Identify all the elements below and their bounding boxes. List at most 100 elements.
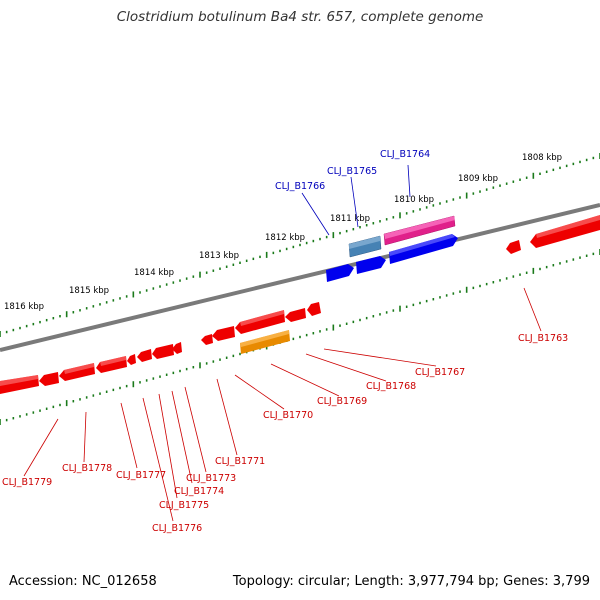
outer-tick <box>565 164 568 168</box>
label-CLJ_B1771[interactable]: CLJ_B1771 <box>215 456 265 467</box>
inner-tick <box>92 394 95 397</box>
label-CLJ_B1769[interactable]: CLJ_B1769 <box>317 396 367 407</box>
label-CLJ_B1775[interactable]: CLJ_B1775 <box>159 500 209 511</box>
gene-blue-2[interactable] <box>356 256 386 274</box>
label-CLJ_B1777[interactable]: CLJ_B1777 <box>116 470 166 481</box>
inner-tick <box>59 403 61 407</box>
outer-tick <box>212 269 215 272</box>
inner-tick <box>25 413 28 416</box>
inner-tick <box>85 396 88 399</box>
inner-tick <box>239 352 241 356</box>
genome-title: Clostridium botulinum Ba4 str. 657, comp… <box>116 9 484 25</box>
gene-red-d[interactable] <box>285 308 306 322</box>
label-CLJ_B1765[interactable]: CLJ_B1765 <box>327 166 377 177</box>
outer-tick <box>205 271 208 274</box>
inner-tick <box>152 377 155 380</box>
label-CLJ_B1776[interactable]: CLJ_B1776 <box>152 523 202 534</box>
inner-tick <box>552 264 555 267</box>
label-CLJ_B1773[interactable]: CLJ_B1773 <box>186 473 236 484</box>
inner-tick <box>579 256 581 259</box>
outer-tick <box>292 245 295 249</box>
outer-tick <box>299 243 301 247</box>
inner-tick <box>585 254 588 257</box>
inner-tick <box>312 332 315 335</box>
kbp-label-1811: 1811 kbp <box>330 214 370 224</box>
outer-tick <box>259 255 261 259</box>
inner-tick <box>332 324 335 331</box>
inner-tick <box>525 271 528 274</box>
outer-tick <box>219 267 221 270</box>
outer-tick <box>545 170 548 174</box>
gene-red-b[interactable] <box>506 240 521 254</box>
label-CLJ_B1768[interactable]: CLJ_B1768 <box>366 381 416 392</box>
outer-tick <box>12 328 15 332</box>
gene-red-g[interactable] <box>201 334 213 345</box>
inner-tick <box>339 324 341 327</box>
outer-tick <box>505 182 508 185</box>
label-CLJ_B1774[interactable]: CLJ_B1774 <box>174 486 224 497</box>
inner-tick <box>119 386 121 390</box>
inner-tick <box>305 333 308 337</box>
outer-tick <box>185 277 188 280</box>
label-CLJ_B1764[interactable]: CLJ_B1764 <box>380 149 430 160</box>
outer-tick <box>359 226 361 229</box>
label-CLJ_B1763[interactable]: CLJ_B1763 <box>518 333 568 344</box>
outer-tick <box>199 271 201 278</box>
inner-tick <box>39 409 41 412</box>
inner-tick <box>72 400 75 403</box>
outer-tick <box>192 275 195 278</box>
gene-red-k[interactable] <box>127 354 136 365</box>
inner-tick <box>532 267 535 274</box>
inner-tick <box>385 311 388 314</box>
gene-red-h[interactable] <box>172 342 182 354</box>
outer-tick <box>79 309 81 312</box>
blue-genes <box>326 234 458 282</box>
inner-tick <box>99 392 101 395</box>
inner-tick <box>359 318 361 322</box>
gene-blue-3[interactable] <box>389 234 458 264</box>
gene-red-i[interactable] <box>152 344 174 359</box>
inner-tick <box>32 411 35 414</box>
gene-red-n[interactable] <box>39 372 59 386</box>
inner-tick <box>412 303 415 307</box>
outer-tick <box>165 283 168 286</box>
label-CLJ_B1767[interactable]: CLJ_B1767 <box>415 367 465 378</box>
inner-tick <box>212 360 215 363</box>
inner-tick <box>292 337 295 341</box>
gene-red-c[interactable] <box>307 302 321 316</box>
inner-tick <box>352 320 355 324</box>
inner-tick <box>45 407 48 410</box>
outer-tick <box>72 311 75 314</box>
label-CLJ_B1766[interactable]: CLJ_B1766 <box>275 181 325 192</box>
outer-tick-track <box>0 153 600 337</box>
inner-tick <box>125 384 128 388</box>
inner-tick <box>105 390 108 393</box>
outer-tick <box>572 162 575 166</box>
inner-tick <box>79 398 81 401</box>
inner-tick <box>219 358 221 361</box>
kbp-label-1813: 1813 kbp <box>199 251 239 261</box>
inner-tick <box>565 260 568 263</box>
outer-tick <box>579 160 581 164</box>
outer-tick <box>145 289 148 292</box>
label-CLJ_B1770[interactable]: CLJ_B1770 <box>263 410 313 421</box>
outer-tick <box>312 239 315 243</box>
label-CLJ_B1778[interactable]: CLJ_B1778 <box>62 463 112 474</box>
inner-tick <box>545 265 548 269</box>
outer-tick <box>85 307 88 310</box>
inner-tick <box>379 313 381 316</box>
outer-tick <box>385 218 388 221</box>
outer-tick <box>552 168 555 172</box>
gene-red-j[interactable] <box>137 349 152 362</box>
inner-tick <box>179 369 181 373</box>
forward-genes <box>348 215 456 258</box>
inner-tick <box>419 301 421 305</box>
label-CLJ_B1779[interactable]: CLJ_B1779 <box>2 477 52 488</box>
gene-red-f[interactable] <box>212 326 235 341</box>
gene-blue-1[interactable] <box>326 264 354 282</box>
outer-tick <box>99 303 101 306</box>
inner-tick <box>399 305 401 312</box>
inner-tick <box>139 381 141 384</box>
outer-tick <box>125 295 128 298</box>
inner-tick <box>365 316 368 320</box>
